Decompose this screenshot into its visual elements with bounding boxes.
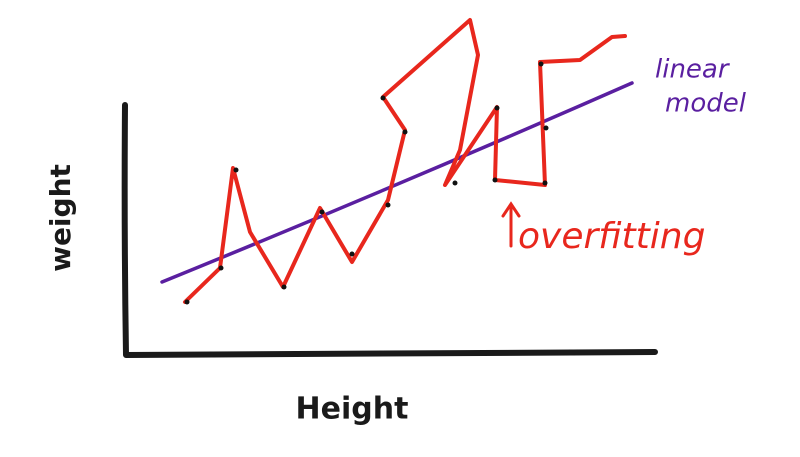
linear-model-label: linear bbox=[655, 55, 731, 85]
point bbox=[380, 95, 386, 101]
linear-model-line bbox=[160, 81, 634, 284]
annotation-arrow bbox=[501, 201, 521, 248]
point bbox=[542, 180, 548, 186]
linear-model-label: model bbox=[665, 89, 747, 119]
axes bbox=[121, 102, 658, 358]
overfit-curve bbox=[183, 18, 627, 304]
point bbox=[452, 180, 458, 186]
data-points bbox=[184, 61, 549, 305]
point bbox=[218, 265, 224, 271]
point bbox=[184, 299, 190, 305]
overfitting-label: overfitting bbox=[518, 216, 705, 257]
point bbox=[281, 284, 287, 290]
x-axis-label: Height bbox=[296, 392, 409, 427]
point bbox=[349, 251, 355, 257]
point bbox=[538, 61, 544, 67]
y-axis-label: weight bbox=[44, 164, 77, 272]
point bbox=[494, 105, 500, 111]
point bbox=[233, 167, 239, 173]
point bbox=[402, 129, 408, 135]
point bbox=[319, 209, 325, 215]
point bbox=[385, 202, 391, 208]
point bbox=[543, 125, 549, 131]
point bbox=[492, 177, 498, 183]
